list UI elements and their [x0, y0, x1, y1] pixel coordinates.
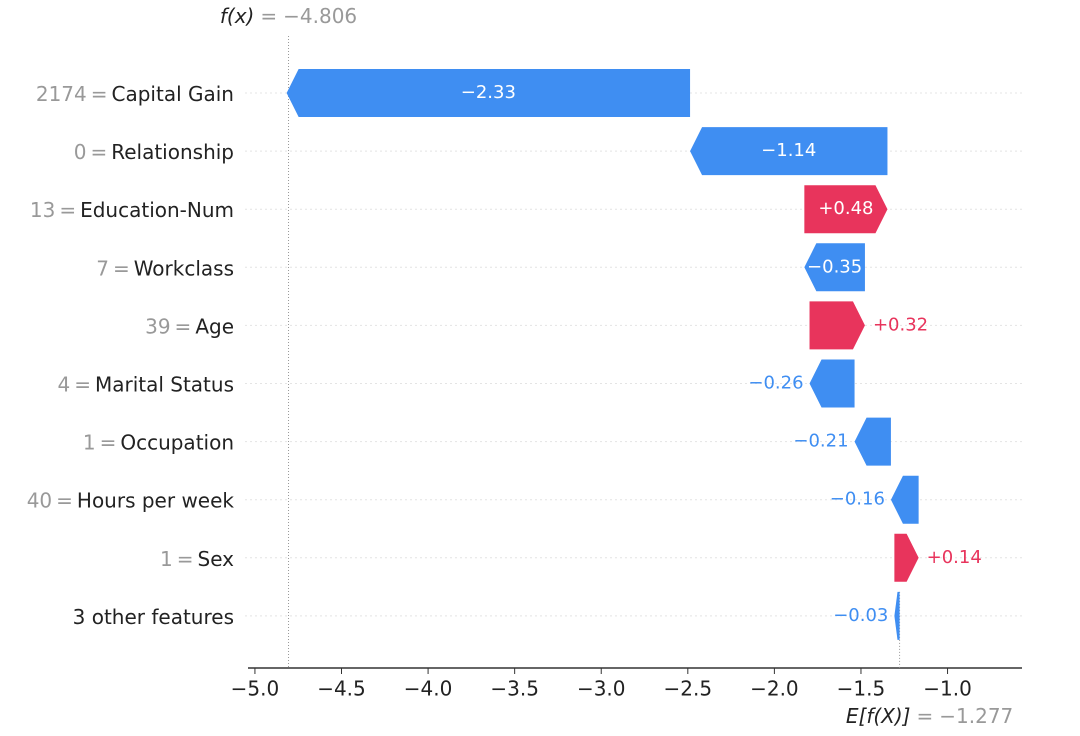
- bar: [894, 591, 900, 640]
- separator: =: [175, 314, 192, 338]
- output-label: f(x) = −4.806: [220, 4, 357, 28]
- x-tick-label: −2.5: [664, 677, 713, 701]
- feature-label: 13 = Education-Num: [30, 198, 234, 222]
- separator: =: [177, 546, 194, 570]
- feature-value: 0: [74, 140, 87, 164]
- separator: =: [90, 140, 107, 164]
- value-label: +0.32: [873, 314, 928, 335]
- bar: [894, 533, 919, 582]
- x-tick-label: −1.5: [837, 677, 886, 701]
- feature-value: 2174: [36, 82, 87, 106]
- value-label: −1.14: [761, 140, 816, 161]
- value-label: −0.26: [748, 373, 803, 394]
- feature-label: 39 = Age: [145, 314, 234, 338]
- separator: =: [113, 256, 130, 280]
- value-label: −0.35: [807, 256, 862, 277]
- x-tick-label: −3.5: [490, 677, 539, 701]
- feature-name: 3 other features: [73, 604, 234, 628]
- separator: =: [100, 430, 117, 454]
- feature-name: Hours per week: [77, 488, 234, 512]
- feature-value: 39: [145, 314, 170, 338]
- x-tick-label: −4.5: [317, 677, 366, 701]
- bar: [286, 69, 691, 117]
- base-value: −1.277: [939, 704, 1013, 728]
- output-name: f(x): [220, 4, 254, 28]
- feature-label: 2174 = Capital Gain: [36, 82, 234, 106]
- feature-name: Workclass: [134, 256, 234, 280]
- feature-value: 7: [96, 256, 109, 280]
- value-label: −0.03: [833, 605, 888, 626]
- value-label: −2.33: [461, 82, 516, 103]
- separator: =: [59, 198, 76, 222]
- bar: [854, 417, 891, 466]
- value-label: −0.16: [830, 489, 885, 510]
- value-label: +0.48: [818, 198, 873, 219]
- x-tick-label: −3.0: [577, 677, 626, 701]
- feature-label: 40 = Hours per week: [27, 488, 235, 512]
- feature-label: 1 = Occupation: [83, 430, 234, 454]
- feature-name: Sex: [198, 546, 235, 570]
- bar: [890, 475, 919, 524]
- bar: [804, 243, 865, 292]
- feature-name: Age: [195, 314, 234, 338]
- feature-name: Relationship: [111, 140, 234, 164]
- base-name: E[f(X)]: [846, 704, 911, 728]
- feature-value: 1: [160, 546, 173, 570]
- feature-name: Occupation: [120, 430, 234, 454]
- x-tick-label: −4.0: [404, 677, 453, 701]
- value-label: +0.14: [927, 547, 982, 568]
- bar: [690, 127, 888, 176]
- feature-label: 1 = Sex: [160, 546, 234, 570]
- feature-name: Capital Gain: [112, 82, 234, 106]
- separator: =: [916, 704, 933, 728]
- value-label: −0.21: [793, 431, 848, 452]
- output-value: −4.806: [283, 4, 357, 28]
- feature-label: 3 other features: [73, 604, 234, 628]
- bar: [809, 301, 865, 350]
- x-tick-label: −2.0: [750, 677, 799, 701]
- feature-label: 7 = Workclass: [96, 256, 234, 280]
- feature-label: 0 = Relationship: [74, 140, 234, 164]
- feature-value: 13: [30, 198, 55, 222]
- base-label: E[f(X)] = −1.277: [846, 704, 1013, 728]
- x-tick-label: −5.0: [231, 677, 280, 701]
- separator: =: [260, 4, 277, 28]
- feature-label: 4 = Marital Status: [57, 372, 234, 396]
- feature-name: Education-Num: [80, 198, 234, 222]
- separator: =: [74, 372, 91, 396]
- separator: =: [91, 82, 108, 106]
- bar: [804, 185, 888, 234]
- separator: =: [56, 488, 73, 512]
- feature-name: Marital Status: [95, 372, 234, 396]
- feature-value: 1: [83, 430, 96, 454]
- feature-value: 40: [27, 488, 52, 512]
- bar: [809, 359, 855, 408]
- x-tick-label: −1.0: [923, 677, 972, 701]
- feature-value: 4: [57, 372, 70, 396]
